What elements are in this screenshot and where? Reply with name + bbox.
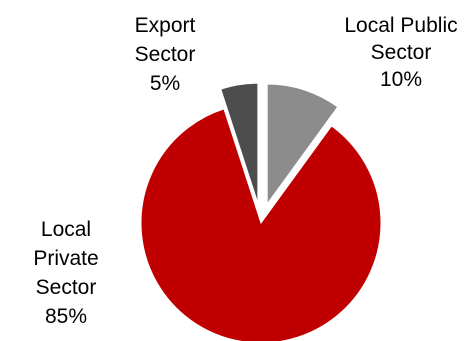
pie-slice-label-1: Local Public Sector 10% [344,14,457,91]
pie-slice-label-line: 5% [150,72,180,95]
pie-slice-label-line: Export [135,14,196,37]
pie-slice-label-line: Sector [135,43,196,66]
pie-slice-label-line: Sector [36,276,97,299]
pie-slice-label-line: 85% [45,305,87,328]
pie-slice-2 [140,108,382,341]
pie-slice-label-line: Local [41,218,91,241]
pie-slice-label-line: Private [33,247,98,270]
pie-slice-3 [220,82,259,204]
pie-slice-label-3: Export Sector 5% [135,14,196,95]
pie-slice-label-2: Local Private Sector 85% [33,218,98,328]
pie-slice-label-line: Local Public [344,14,457,37]
pie-slices [140,82,382,341]
pie-slice-label-line: Sector [371,41,432,64]
pie-slice-1 [266,83,339,206]
pie-labels: Local Public Sector 10% Local Private Sector 8… [33,14,457,328]
pie-slice-label-line: 10% [380,68,422,91]
